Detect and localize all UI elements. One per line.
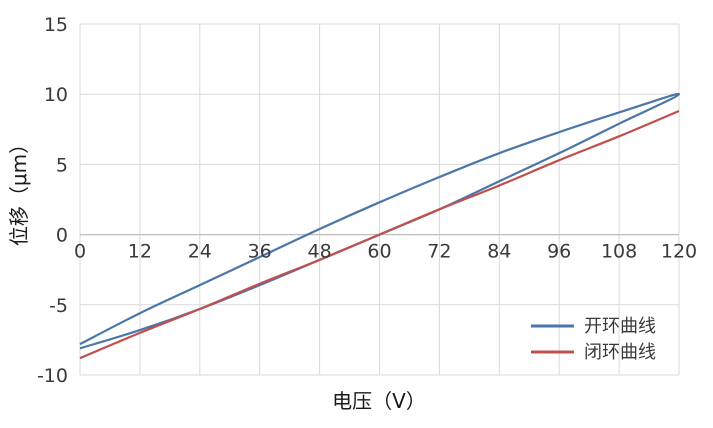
x-tick-label: 12 [128,241,152,263]
y-tick-label: 0 [56,225,68,247]
x-tick-label: 84 [487,241,511,263]
y-tick-label: 15 [44,14,68,36]
series-lines [79,92,681,360]
x-tick-label: 108 [601,241,637,263]
series-line-closed-loop [79,110,680,360]
x-tick-label: 96 [547,241,571,263]
tick-labels: 0 12 24 36 48 60 72 84 96 108 120 15 10 5 0 -5 -10 [37,14,697,387]
x-tick-label: 36 [248,241,272,263]
y-axis-title: 位移（μm） [7,134,31,246]
x-tick-label: 120 [661,241,697,263]
legend-label-open-loop: 开环曲线 [584,316,656,337]
y-tick-label: 5 [56,154,68,176]
legend: 开环曲线 闭环曲线 [531,316,656,363]
x-tick-label: 48 [308,241,332,263]
x-tick-label: 60 [367,241,391,263]
y-tick-label: -5 [49,295,68,317]
x-axis-title: 电压（V） [332,389,426,413]
legend-label-closed-loop: 闭环曲线 [584,342,656,363]
y-tick-label: -10 [37,365,68,387]
x-tick-label: 72 [427,241,451,263]
x-tick-label: 0 [74,241,86,263]
y-tick-label: 10 [44,84,68,106]
gridlines [79,23,680,376]
x-tick-label: 24 [188,241,212,263]
